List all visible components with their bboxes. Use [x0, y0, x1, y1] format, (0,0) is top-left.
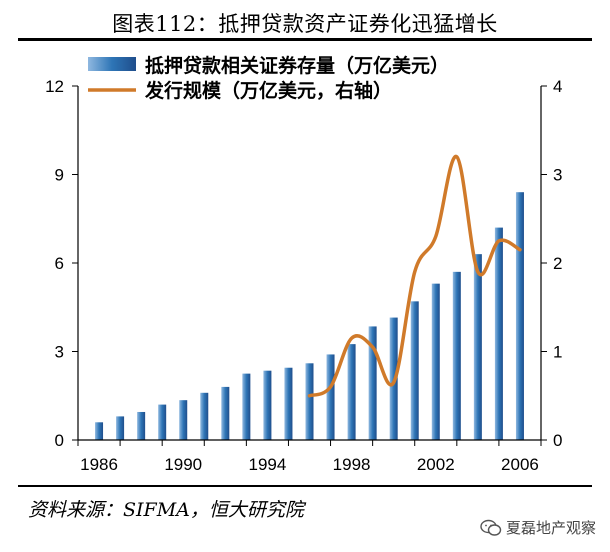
legend-bar-label: 抵押贷款相关证券存量（万亿美元） — [145, 54, 449, 77]
right-tick-label: 4 — [553, 77, 562, 96]
left-tick-label: 12 — [45, 77, 64, 96]
right-tick-label: 0 — [553, 431, 562, 450]
bar-1999 — [368, 326, 377, 440]
x-tick-label: 1994 — [248, 455, 286, 474]
x-tick-label: 2002 — [417, 455, 455, 474]
bar-series — [95, 192, 524, 440]
bar-1997 — [326, 354, 335, 440]
bar-2003 — [452, 271, 461, 440]
x-tick-label: 1998 — [333, 455, 371, 474]
watermark-text: 夏磊地产观察 — [505, 519, 596, 537]
bottom-rule — [18, 485, 592, 487]
left-tick-label: 9 — [55, 166, 64, 185]
source-note: 资料来源：SIFMA，恒大研究院 — [28, 499, 304, 521]
bar-2005 — [494, 227, 503, 440]
left-tick-label: 0 — [55, 431, 64, 450]
issuance-line — [307, 155, 522, 398]
bar-1993 — [242, 373, 251, 440]
x-tick-label: 1990 — [164, 455, 202, 474]
x-tick-label: 2006 — [501, 455, 539, 474]
chart-title: 图表112：抵押贷款资产证券化迅猛增长 — [112, 12, 498, 36]
bar-1992 — [221, 386, 230, 440]
bar-1995 — [284, 367, 293, 440]
right-tick-label: 3 — [553, 166, 562, 185]
bar-2004 — [473, 254, 482, 440]
right-tick-label: 2 — [553, 254, 562, 273]
bar-1987 — [116, 416, 125, 440]
left-tick-label: 6 — [55, 254, 64, 273]
wechat-icon — [480, 519, 502, 536]
bar-1994 — [263, 370, 272, 440]
bar-1990 — [179, 400, 188, 440]
legend: 抵押贷款相关证券存量（万亿美元） 发行规模（万亿美元，右轴） — [88, 54, 449, 102]
right-tick-label: 1 — [553, 343, 562, 362]
bar-1986 — [95, 422, 104, 440]
x-tick-label: 1986 — [80, 455, 118, 474]
legend-line-label: 发行规模（万亿美元，右轴） — [144, 79, 392, 102]
bar-2001 — [410, 301, 419, 440]
bar-2002 — [431, 283, 440, 440]
line-series — [307, 155, 522, 398]
bar-2006 — [515, 192, 524, 440]
watermark: 夏磊地产观察 — [480, 517, 596, 538]
bar-1998 — [347, 344, 356, 440]
left-tick-label: 3 — [55, 343, 64, 362]
bar-1988 — [137, 411, 146, 440]
bar-1989 — [158, 404, 167, 440]
title-rule — [18, 38, 592, 41]
legend-bar-swatch — [88, 57, 136, 71]
bar-1996 — [305, 363, 314, 440]
bar-1991 — [200, 392, 209, 440]
